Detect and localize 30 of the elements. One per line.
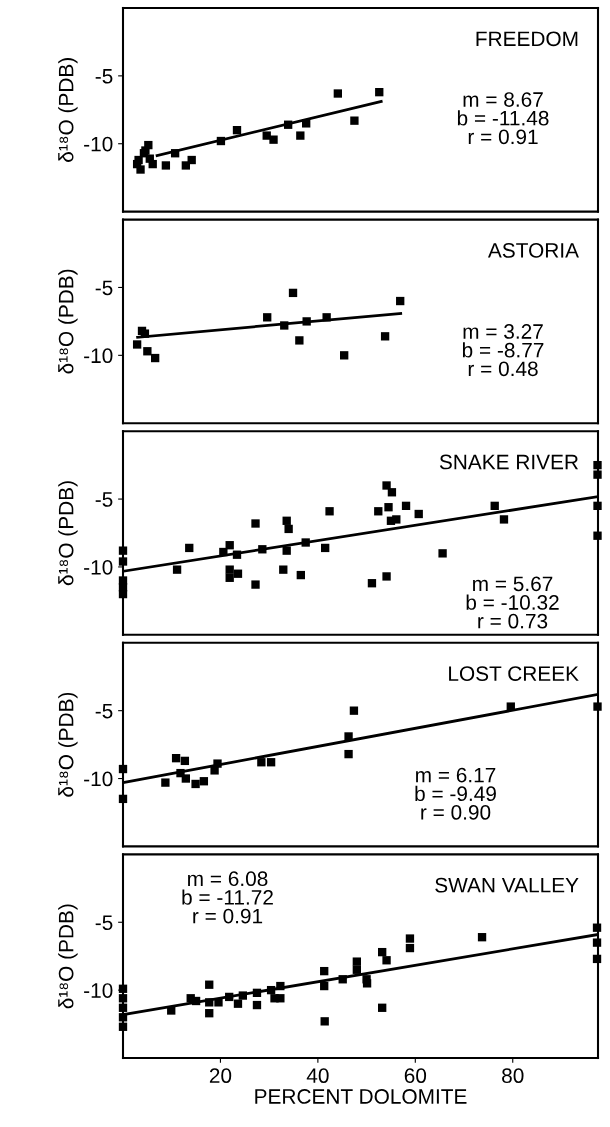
annotation: m = 6.17 b = -9.49 r = 0.90	[415, 767, 496, 820]
text: LOST CREEK	[449, 666, 579, 681]
text: SWAN VALLEY	[435, 877, 579, 893]
annotation: m = 6.08 b = -11.72 r = 0.91	[182, 871, 273, 924]
annotation: m = 8.67 b = -11.48 r = 0.91	[457, 92, 549, 145]
y-tick-label: -10	[84, 983, 113, 998]
y-tick-label: -10	[84, 348, 113, 364]
text: SNAKE RIVER	[439, 454, 579, 470]
y-axis-title: δ¹⁸O (PDB)	[58, 481, 78, 586]
y-tick-label: -5	[95, 703, 113, 719]
y-tick-label: -5	[95, 492, 113, 507]
y-tick-label: -5	[95, 280, 113, 296]
x-tick-label: 20	[209, 1068, 232, 1084]
x-tick-label: 40	[306, 1068, 329, 1084]
x-axis-title: PERCENT DOLOMITE	[255, 1089, 467, 1104]
y-axis-title: δ¹⁸O (PDB)	[58, 58, 78, 162]
annotation: m = 3.27 b = -8.77 r = 0.48	[462, 324, 544, 377]
y-axis-title: δ¹⁸O (PDB)	[58, 904, 78, 1009]
text: FREEDOM	[476, 31, 578, 47]
annotation: m = 5.67 b = -10.32 r = 0.73	[466, 576, 559, 629]
text: ASTORIA	[487, 243, 579, 258]
x-tick-label: 60	[404, 1068, 427, 1084]
y-axis-title: δ¹⁸O (PDB)	[58, 269, 78, 374]
y-tick-label: -5	[95, 69, 113, 84]
y-tick-label: -10	[84, 771, 113, 787]
y-tick-label: -5	[95, 915, 113, 931]
y-axis-title: δ¹⁸O (PDB)	[58, 692, 78, 797]
x-tick-label: 80	[502, 1068, 524, 1084]
y-tick-label: -10	[84, 136, 113, 152]
y-tick-label: -10	[84, 559, 113, 575]
